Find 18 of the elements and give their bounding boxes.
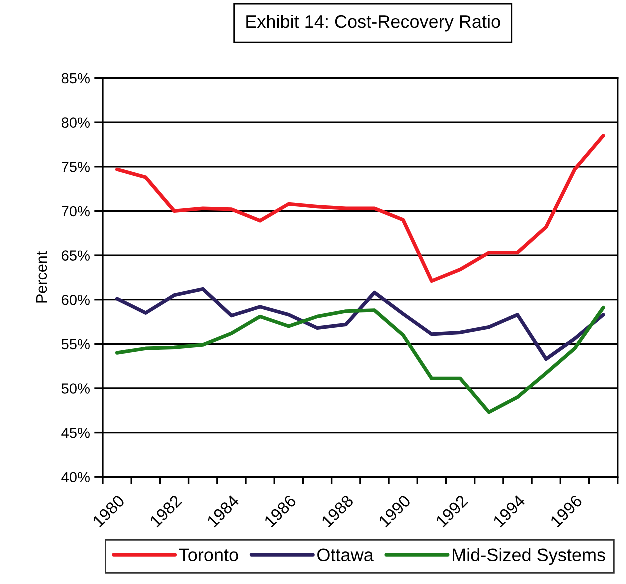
y-tick-label: 65% [62, 250, 90, 261]
y-tick-label: 40% [62, 472, 90, 483]
y-axis-title: Percent [36, 251, 48, 303]
legend-label: Mid-Sized Systems [453, 548, 606, 566]
line-series [115, 287, 606, 362]
legend-label: Toronto [179, 548, 238, 562]
y-tick-label: 50% [62, 384, 90, 394]
y-tick-label: 80% [62, 118, 90, 128]
y-tick-label: 75% [62, 162, 90, 172]
line-series [115, 306, 606, 414]
y-tick-label: 60% [62, 294, 90, 306]
chart-title: Exhibit 14: Cost-Recovery Ratio [246, 14, 500, 32]
y-tick-label: 70% [62, 206, 90, 217]
line-series [115, 134, 606, 284]
y-tick-label: 55% [62, 339, 90, 350]
y-tick-label: 85% [62, 73, 90, 84]
y-tick-label: 45% [62, 428, 90, 438]
legend-label: Ottawa [318, 548, 374, 562]
